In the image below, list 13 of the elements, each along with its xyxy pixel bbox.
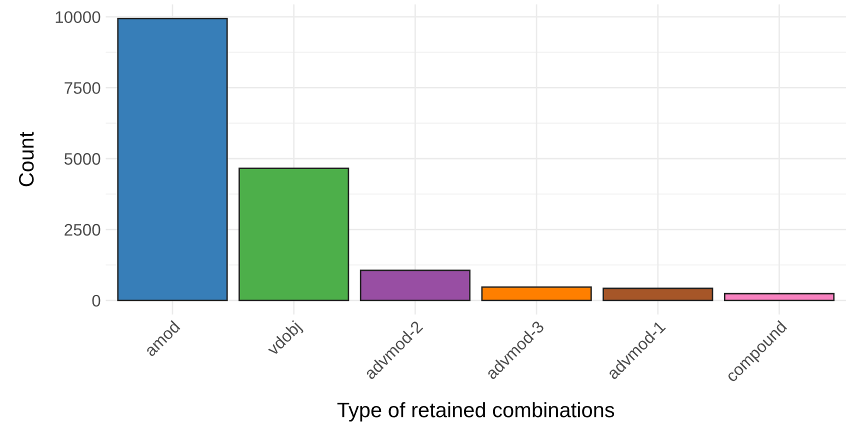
y-tick-label: 5000 — [64, 153, 100, 165]
y-axis-title: Count — [19, 132, 34, 186]
bar — [360, 270, 470, 302]
x-axis-title: Type of retained combinations — [337, 402, 614, 422]
bar — [724, 292, 835, 302]
bar — [238, 168, 350, 302]
bar — [481, 286, 592, 302]
bar — [602, 288, 714, 302]
y-tick-label: 0 — [92, 294, 100, 307]
bar — [117, 18, 228, 302]
y-tick-label: 10000 — [56, 11, 100, 24]
y-tick-label: 2500 — [64, 224, 100, 236]
y-tick-label: 7500 — [64, 82, 100, 94]
